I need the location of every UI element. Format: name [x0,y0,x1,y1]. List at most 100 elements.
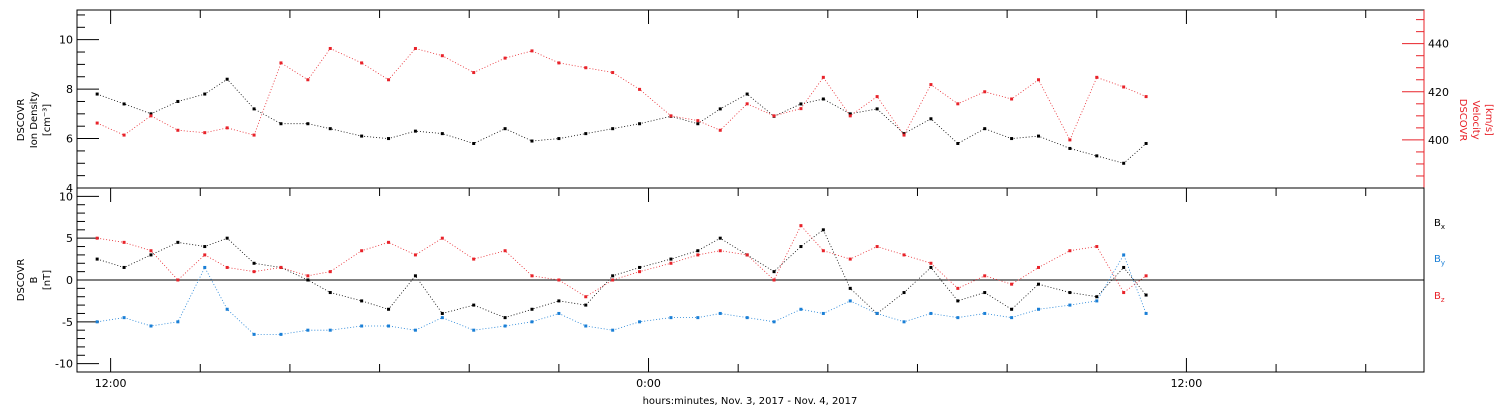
density-series0-point [1095,154,1099,158]
top-right-label-line2: Velocity [1470,100,1481,139]
density-series0-point [122,102,126,106]
density-series0-point [848,112,852,116]
top-left-label-line2: Ion Density [29,92,40,149]
bfield-series2-point [279,265,283,269]
density-series0-point [530,139,534,143]
bfield-series1-point [1095,299,1099,303]
bfield-series0-point [440,311,444,315]
bfield-series0-point [799,245,803,249]
bfield-series2-point [149,249,153,253]
bfield-series0-point [122,265,126,269]
bfield-series1-point [252,332,256,336]
bfield-series1-point [956,316,960,320]
bfield-series1-point [503,324,507,328]
bfield-series0-point [360,299,364,303]
bfield-series0-point [252,261,256,265]
x-tick-label: 12:00 [95,377,127,390]
legend-by: By [1434,254,1445,267]
bfield-series2-point [225,265,229,269]
bfield-series2-point [696,253,700,257]
density-series0-point [1068,146,1072,150]
bottom-ytick-label: -5 [62,316,73,329]
velocity-series0-point [821,75,825,79]
velocity-series0-point [638,87,642,91]
bfield-series1-point [983,311,987,315]
bfield-series1-point [413,328,417,332]
bfield-series0-point [821,228,825,232]
density-series0-point [440,132,444,136]
bfield-series1-point [176,320,180,324]
velocity-series0-point [772,114,776,118]
density-series0-point [821,97,825,101]
velocity-series0-point [718,128,722,132]
top-right-label-line1: DSCOVR [1457,99,1468,142]
velocity-series0-point [1037,78,1041,82]
bfield-series1-point [149,324,153,328]
bfield-series1-point [360,324,364,328]
bfield-series1-point [225,307,229,311]
bfield-series0-point [530,307,534,311]
density-series0-point [956,142,960,145]
bfield-series1-point [745,316,749,320]
density-series0-point [875,107,879,111]
bfield-series1-point [696,316,700,320]
bfield-series2-point [413,253,417,257]
bfield-series1-point [530,320,534,324]
bfield-series1-point [279,332,283,336]
bfield-series0-point [956,299,960,303]
density-series0-point [584,132,588,136]
density-series0-point [557,137,561,141]
density-series0-point [279,122,283,126]
bfield-series1-point [440,316,444,320]
velocity-series0-point [360,61,364,65]
top-left-ytick-label: 10 [59,34,73,47]
bfield-series2-point [176,278,180,282]
bfield-series2-point [772,278,776,282]
bfield-series1-point [718,311,722,315]
bfield-series2-point [503,249,507,253]
top-left-label-line1: DSCOVR [16,99,27,142]
legend-bx: Bx [1434,218,1445,231]
bfield-series1-point [1010,316,1014,320]
density-series0-point [745,92,749,96]
bottom-panel-magnetic-field: -10 -5 0 5 10 [55,187,1425,373]
bfield-series2-point [611,278,615,282]
bottom-ytick-label: 0 [66,274,73,287]
bfield-series2-point [472,257,476,261]
top-right-ytick-label: 420 [1428,86,1449,99]
bfield-series2-point [1010,282,1014,286]
velocity-series0-point [122,133,126,137]
density-series0-point [328,127,332,131]
bfield-series1-point [1122,253,1126,257]
top-panel-density-velocity: 4 6 8 10 400 420 440 [59,9,1449,195]
density-series0-point [176,99,180,103]
bfield-series1-trace [97,253,1147,335]
bfield-series2-point [328,270,332,274]
velocity-series0-point [149,114,153,118]
bfield-series0-point [1010,307,1014,311]
bfield-series2-point [929,261,933,265]
bfield-series0-point [696,249,700,253]
bfield-series1-point [669,316,673,320]
bfield-series2-point [1122,291,1126,295]
velocity-series0-point [1068,138,1072,142]
velocity-series0-point [530,49,534,53]
velocity-series0-point [848,114,852,118]
top-right-ytick-label: 440 [1428,38,1449,51]
x-axis-title: hours:minutes, Nov. 3, 2017 - Nov. 4, 20… [643,396,858,407]
bfield-series1-point [306,328,310,332]
x-tick-label: 0:00 [636,377,661,390]
top-right-label-line3: [km/s] [1483,104,1494,136]
density-series0-point [95,92,99,96]
bfield-series1-point [902,320,906,324]
bfield-series2-point [530,274,534,278]
bfield-series1-point [929,311,933,315]
density-series0-point [413,129,417,133]
bfield-series2-point [203,253,207,257]
bfield-series0-point [413,274,417,278]
density-series0-point [306,122,310,126]
bfield-series2-point [95,236,99,240]
bfield-series1-point [95,320,99,324]
x-tick-label: 12:00 [1171,377,1203,390]
velocity-series0-point [584,66,588,70]
